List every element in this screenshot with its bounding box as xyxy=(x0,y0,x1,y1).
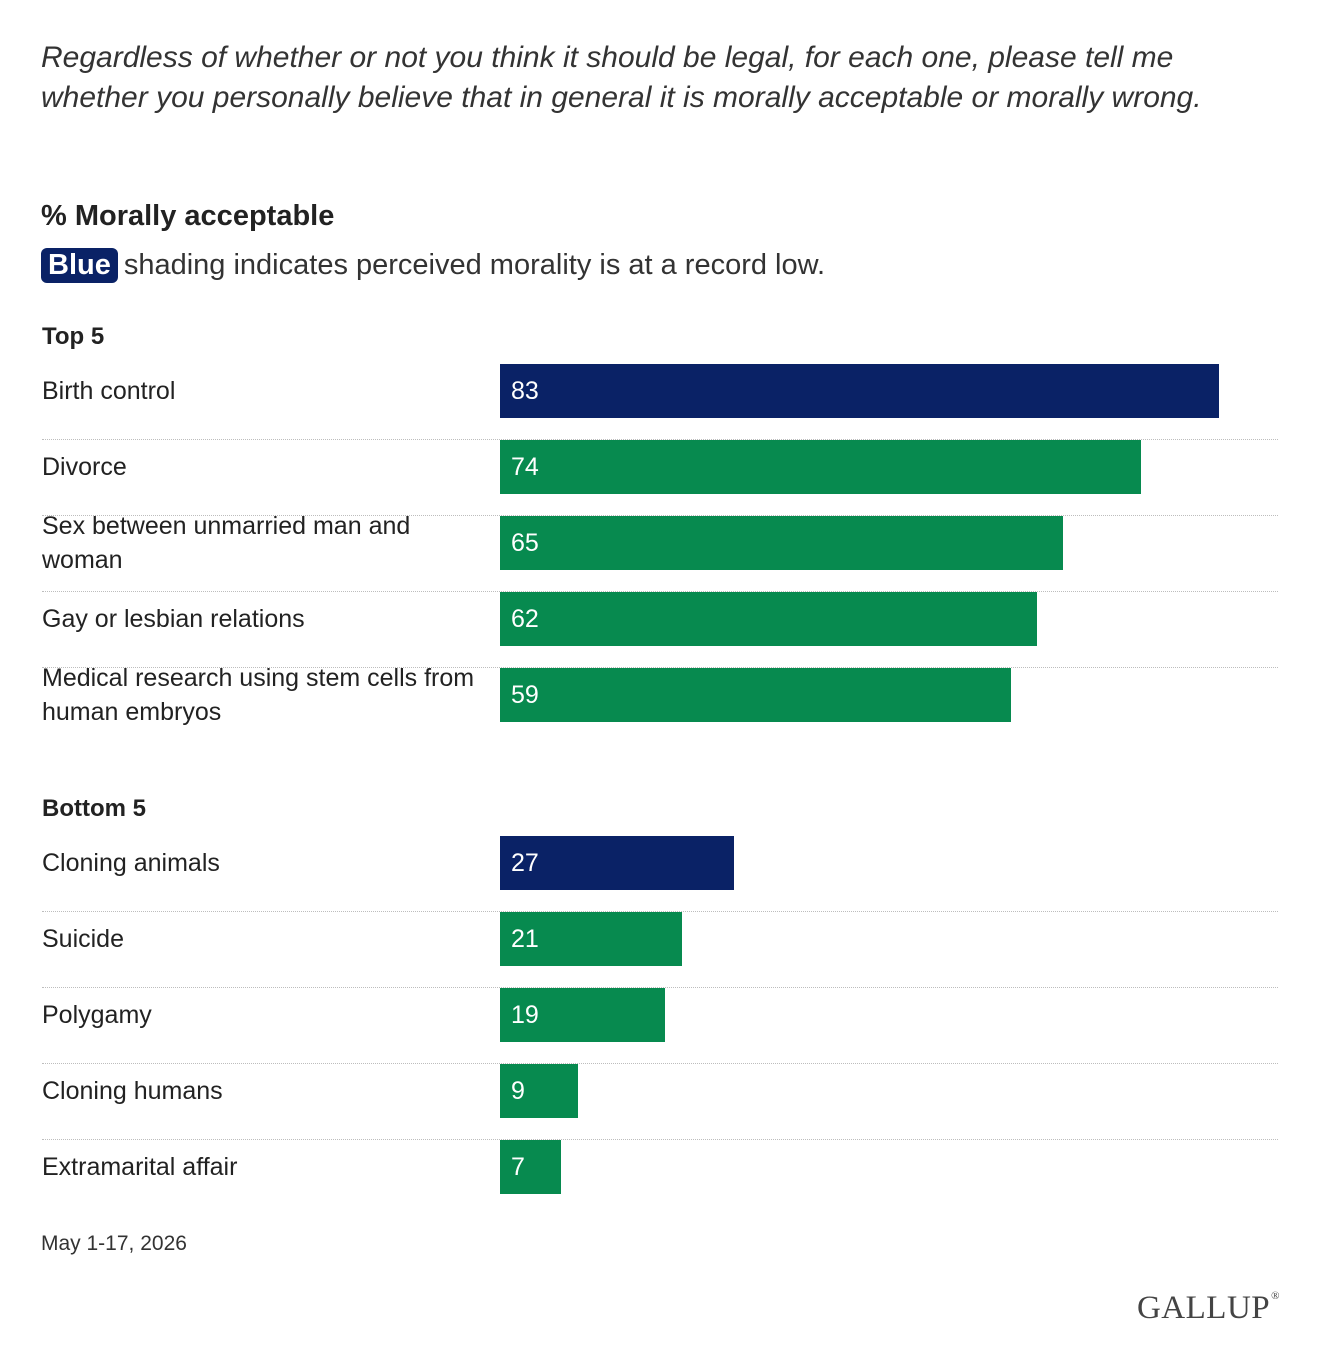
row-divider xyxy=(42,591,1278,592)
survey-question: Regardless of whether or not you think i… xyxy=(41,41,1202,114)
row-divider xyxy=(42,911,1278,912)
blue-legend-badge: Blue xyxy=(41,248,118,283)
bar-value-label: 62 xyxy=(511,604,539,633)
bar xyxy=(500,912,682,966)
bar xyxy=(500,1140,561,1194)
chart-title: % Morally acceptable xyxy=(41,200,335,232)
bar-value-label: 9 xyxy=(511,1076,525,1105)
category-label: Birth control xyxy=(42,377,176,405)
group-label: Bottom 5 xyxy=(42,795,146,822)
gallup-logo: GALLUP® xyxy=(1137,1290,1280,1327)
chart-row: Birth control 83 xyxy=(42,364,1278,440)
chart-row: Sex between unmarried man and woman 65 xyxy=(42,512,1278,592)
chart-row: Cloning humans 9 xyxy=(42,1064,1278,1140)
chart-subtitle: Blue shading indicates perceived morality… xyxy=(41,248,825,283)
bar xyxy=(500,592,1037,646)
subtitle-text: shading indicates perceived morality is … xyxy=(123,249,826,281)
bar xyxy=(500,516,1063,570)
logo-wordmark: GALLUP xyxy=(1136,1290,1271,1326)
bar-value-label: 83 xyxy=(511,376,539,405)
category-label: Medical research using stem cells from h… xyxy=(42,664,475,726)
chart-row: Cloning animals 27 xyxy=(42,836,1278,912)
bar xyxy=(500,440,1141,494)
row-divider xyxy=(42,515,1278,516)
bar-value-label: 7 xyxy=(511,1152,525,1181)
survey-dates: May 1-17, 2026 xyxy=(41,1232,187,1255)
category-label: Cloning humans xyxy=(42,1077,223,1105)
row-divider xyxy=(42,439,1278,440)
category-label: Gay or lesbian relations xyxy=(42,605,305,633)
bar-value-label: 27 xyxy=(511,848,539,877)
bar xyxy=(500,836,734,890)
category-label: Suicide xyxy=(42,925,124,953)
row-divider xyxy=(42,1063,1278,1064)
category-label: Divorce xyxy=(42,453,127,481)
bar xyxy=(500,1064,578,1118)
chart-row: Suicide 21 xyxy=(42,912,1278,988)
chart-row: Gay or lesbian relations 62 xyxy=(42,592,1278,668)
bar-value-label: 74 xyxy=(511,452,539,481)
bar xyxy=(500,364,1219,418)
category-label: Sex between unmarried man and woman xyxy=(42,512,411,574)
row-divider xyxy=(42,987,1278,988)
group-label: Top 5 xyxy=(42,323,105,350)
bar xyxy=(500,988,665,1042)
chart-row: Polygamy 19 xyxy=(42,988,1278,1064)
bar xyxy=(500,668,1011,722)
bar-value-label: 19 xyxy=(511,1000,539,1029)
chart-row: Extramarital affair 7 xyxy=(42,1140,1278,1216)
bar-value-label: 21 xyxy=(511,924,539,953)
category-label: Cloning animals xyxy=(42,849,220,877)
bar-value-label: 65 xyxy=(511,528,539,557)
row-divider xyxy=(42,1139,1278,1140)
chart-row: Divorce 74 xyxy=(42,440,1278,516)
bar-value-label: 59 xyxy=(511,680,539,709)
registered-mark: ® xyxy=(1271,1290,1280,1302)
category-label: Polygamy xyxy=(42,1001,152,1029)
category-label: Extramarital affair xyxy=(42,1153,238,1181)
chart-row: Medical research using stem cells from h… xyxy=(42,664,1278,744)
row-divider xyxy=(42,667,1278,668)
